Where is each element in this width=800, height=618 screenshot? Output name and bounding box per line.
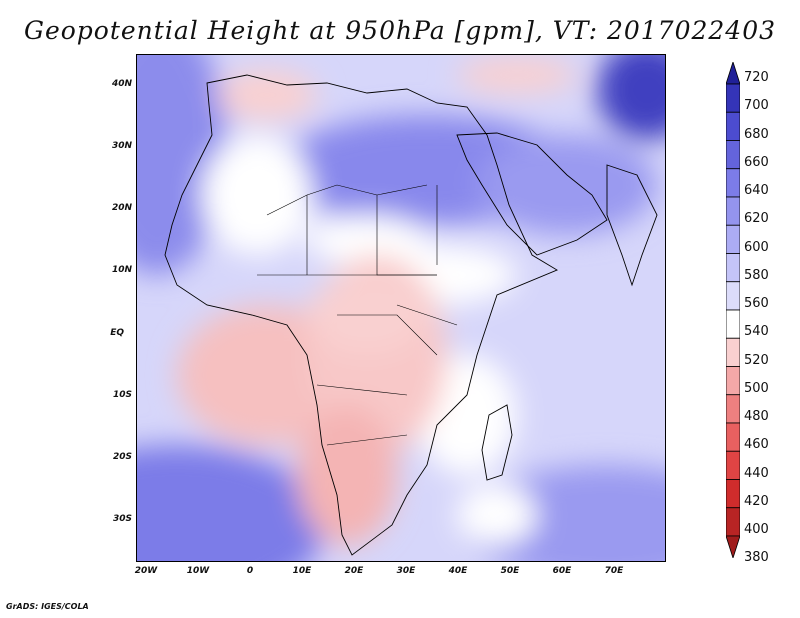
colorbar-level-label: 540 — [744, 324, 769, 340]
madagascar-coastline — [481, 404, 513, 481]
colorbar-swatch — [726, 479, 740, 509]
colorbar-swatch — [726, 111, 740, 141]
colorbar-swatch — [726, 366, 740, 396]
colorbar-swatch — [726, 253, 740, 283]
colorbar-swatch — [726, 507, 740, 537]
x-tick-label: 30E — [396, 566, 416, 576]
colorbar-level-label: 420 — [744, 493, 769, 509]
colorbar-swatch — [726, 168, 740, 198]
x-tick-label: 40E — [448, 566, 468, 576]
arabia-coastline — [456, 132, 608, 256]
y-tick-label: 10N — [111, 265, 132, 275]
x-tick-label: 20E — [344, 566, 364, 576]
y-tick-label: 30S — [112, 514, 132, 524]
colorbar-level-label: 680 — [744, 126, 769, 142]
colorbar-level-label: 620 — [744, 211, 769, 227]
colorbar-top-arrow — [726, 62, 740, 85]
africa-coastline — [164, 74, 558, 556]
colorbar-swatch — [726, 196, 740, 226]
india-coastline — [606, 164, 658, 287]
colorbar-level-label: 500 — [744, 380, 769, 396]
colorbar-swatch — [726, 83, 740, 113]
colorbar-level-label: 480 — [744, 409, 769, 424]
x-tick-label: 20W — [134, 566, 158, 576]
colorbar-level-label: 560 — [744, 296, 769, 311]
colorbar-level-label: 440 — [744, 465, 769, 481]
colorbar-bottom-arrow — [726, 535, 740, 558]
colorbar-swatch — [726, 450, 740, 480]
y-tick-label: 20S — [112, 452, 132, 462]
country-borders — [257, 184, 458, 446]
y-tick-label: EQ — [110, 328, 124, 338]
colorbar-swatch — [726, 422, 740, 452]
x-tick-label: 60E — [552, 566, 572, 576]
x-tick-label: 10W — [186, 566, 210, 576]
footer-credit: GrADS: IGES/COLA — [6, 602, 89, 611]
colorbar-level-label: 580 — [744, 267, 769, 283]
x-tick-label: 70E — [604, 566, 624, 576]
colorbar-swatch — [726, 394, 740, 424]
x-tick-label: 50E — [500, 566, 520, 576]
map-panel — [136, 54, 666, 562]
y-tick-label: 30N — [111, 141, 132, 151]
colorbar-swatch — [726, 337, 740, 367]
y-tick-label: 40N — [111, 79, 132, 89]
colorbar-swatch — [726, 309, 740, 339]
geopotential-map — [137, 55, 665, 561]
colorbar-swatch — [726, 140, 740, 170]
colorbar-level-label: 660 — [744, 154, 769, 170]
colorbar-swatch — [726, 224, 740, 254]
y-tick-label: 20N — [111, 203, 132, 213]
colorbar-swatch — [726, 281, 740, 311]
colorbar-level-label: 380 — [744, 550, 769, 566]
map-title: Geopotential Height at 950hPa [gpm], VT:… — [23, 16, 777, 45]
colorbar-level-label: 600 — [744, 239, 769, 255]
y-tick-label: 10S — [112, 390, 132, 400]
colorbar-level-label: 640 — [744, 183, 769, 198]
colorbar-level-label: 460 — [744, 437, 769, 453]
colorbar — [726, 62, 740, 558]
height-field-shading — [137, 55, 665, 561]
colorbar-level-label: 700 — [744, 98, 769, 114]
colorbar-level-label: 720 — [744, 70, 769, 85]
colorbar-level-label: 400 — [744, 522, 769, 537]
colorbar-level-label: 520 — [744, 352, 769, 368]
x-tick-label: 0 — [246, 566, 254, 576]
x-tick-label: 10E — [292, 566, 312, 576]
